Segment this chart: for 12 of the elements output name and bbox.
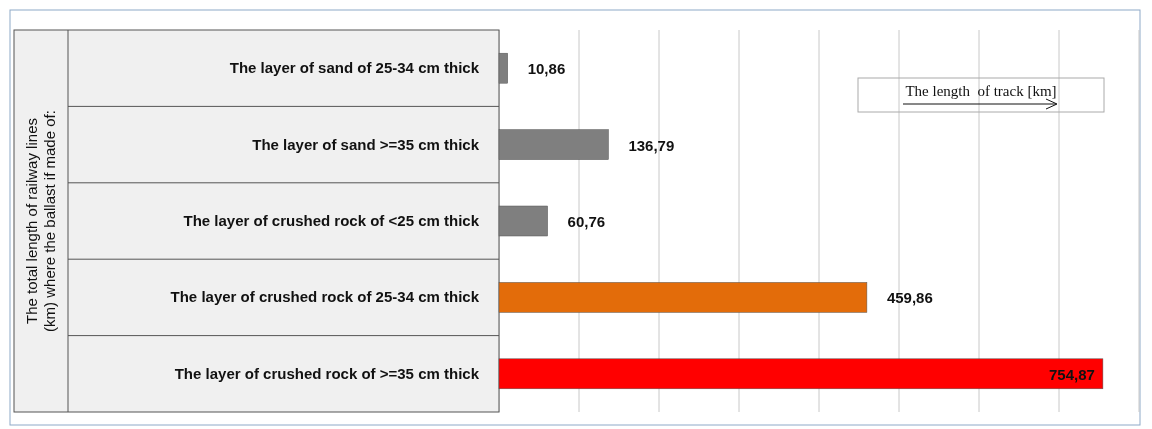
data-label: 60,76 bbox=[567, 213, 606, 230]
data-label: 136,79 bbox=[628, 136, 675, 154]
annotation: The length of track [km] bbox=[905, 83, 1057, 99]
data-label: 10,86 bbox=[527, 60, 566, 78]
text: The total length of railway lines (km) where the ballast if made of: bbox=[23, 110, 58, 332]
y-tick-label: The layer of crushed rock of 25-34 cm thick bbox=[170, 288, 480, 306]
data-label: 754,87 bbox=[1049, 365, 1095, 383]
data-label: 459,86 bbox=[886, 289, 933, 307]
y-tick-label: The layer of crushed rock of >=35 cm thick bbox=[174, 364, 480, 382]
y-tick-label: The layer of sand >=35 cm thick bbox=[252, 135, 480, 153]
y-tick-label: The layer of sand of 25-34 cm thick bbox=[229, 59, 480, 77]
y-tick-label: The layer of crushed rock of <25 cm thick bbox=[183, 212, 480, 229]
